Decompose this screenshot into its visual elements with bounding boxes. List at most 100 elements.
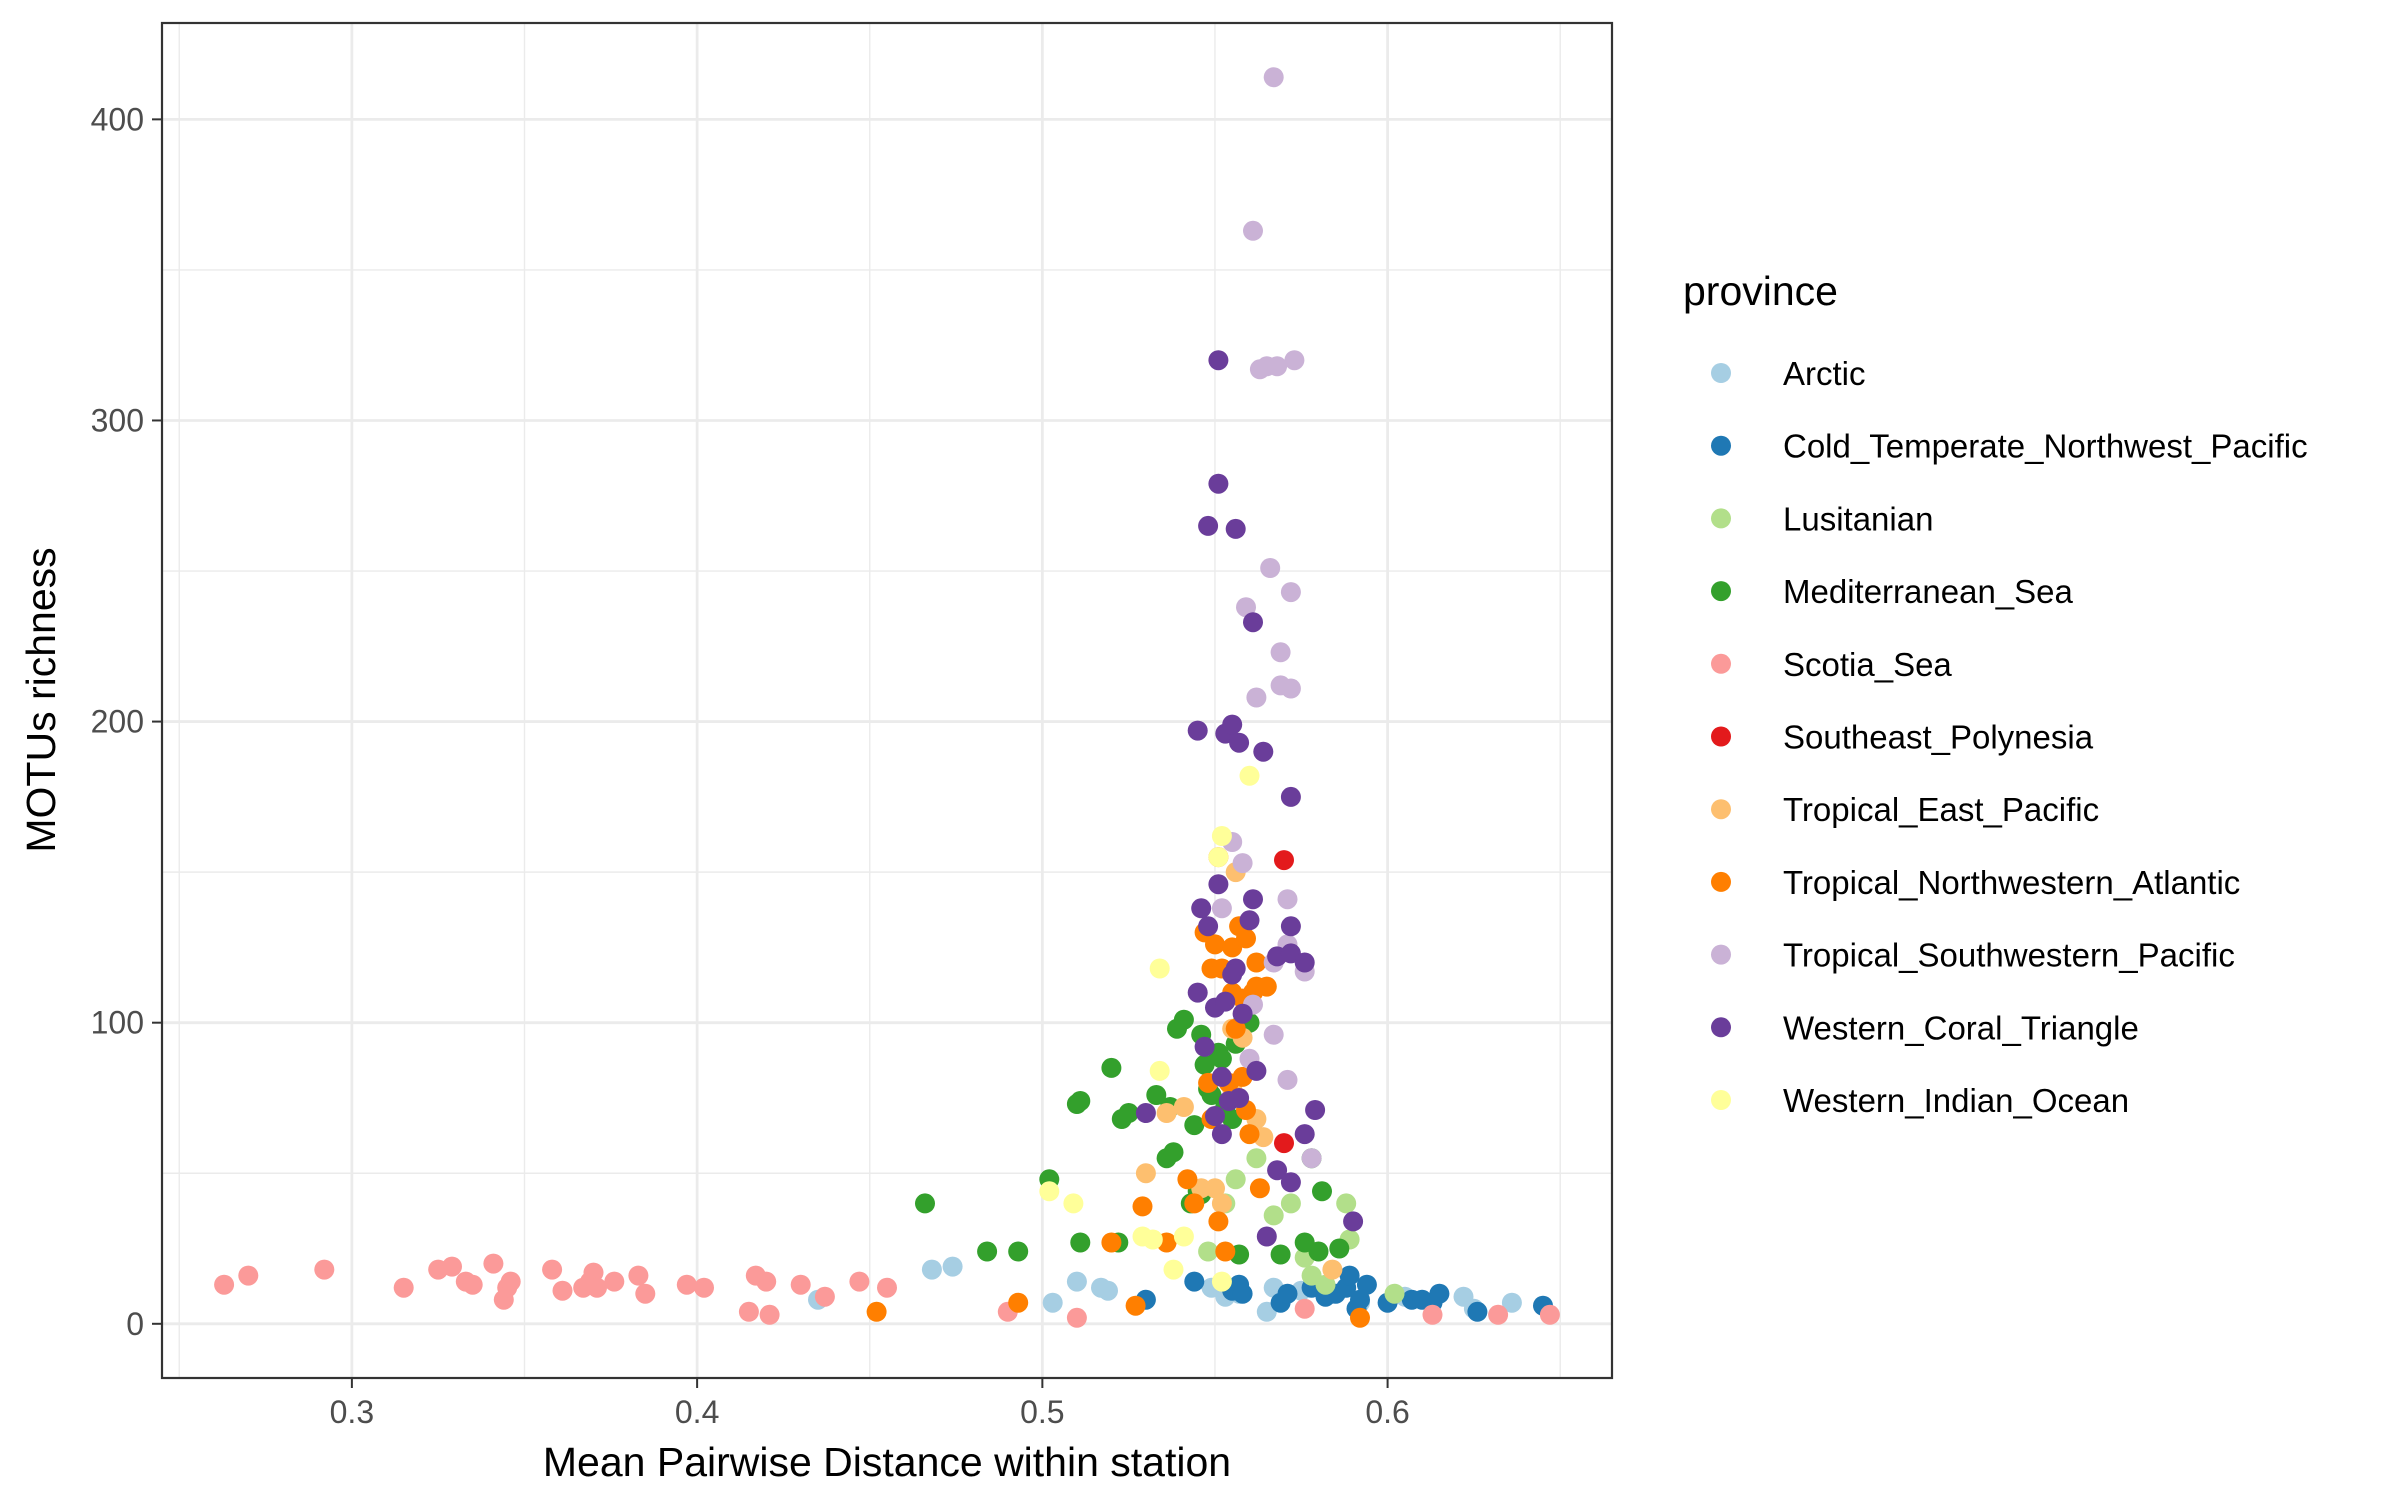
legend-label: Southeast_Polynesia bbox=[1783, 719, 2094, 756]
data-point bbox=[738, 1301, 759, 1322]
legend-key bbox=[1711, 508, 1731, 529]
data-point bbox=[676, 1274, 697, 1295]
data-point bbox=[1177, 1169, 1198, 1190]
data-point bbox=[1232, 1003, 1253, 1024]
data-point bbox=[1229, 1088, 1250, 1108]
data-point bbox=[583, 1262, 604, 1283]
data-point bbox=[1422, 1304, 1443, 1325]
data-point bbox=[604, 1271, 625, 1292]
data-point bbox=[1205, 934, 1225, 955]
data-point bbox=[1267, 356, 1288, 377]
data-point bbox=[1101, 1057, 1122, 1078]
data-point bbox=[1305, 1100, 1326, 1120]
data-point bbox=[1239, 1124, 1260, 1145]
legend-label: Western_Coral_Triangle bbox=[1783, 1009, 2139, 1046]
data-point bbox=[587, 1277, 607, 1298]
data-point bbox=[1280, 582, 1301, 603]
data-point bbox=[462, 1274, 483, 1295]
data-point bbox=[1118, 1103, 1139, 1123]
data-point bbox=[1211, 826, 1232, 846]
data-point bbox=[1294, 1124, 1315, 1145]
legend-label: Western_Indian_Ocean bbox=[1783, 1082, 2129, 1119]
data-point bbox=[1253, 741, 1274, 762]
data-point bbox=[442, 1256, 462, 1277]
data-point bbox=[1239, 910, 1260, 931]
legend-key bbox=[1711, 1017, 1731, 1038]
data-point bbox=[1467, 1301, 1488, 1322]
data-point bbox=[1184, 1193, 1205, 1214]
data-point bbox=[877, 1277, 897, 1298]
data-point bbox=[1270, 642, 1291, 663]
data-point bbox=[1208, 350, 1229, 371]
data-point bbox=[1198, 916, 1219, 937]
data-point bbox=[1156, 1103, 1177, 1123]
data-point bbox=[314, 1259, 335, 1280]
data-point bbox=[1260, 558, 1281, 578]
legend-key bbox=[1711, 363, 1731, 383]
data-point bbox=[915, 1193, 935, 1214]
data-point bbox=[1184, 1115, 1205, 1136]
data-point bbox=[1173, 1097, 1194, 1117]
legend-label: Tropical_East_Pacific bbox=[1783, 791, 2099, 828]
data-point bbox=[1329, 1238, 1350, 1259]
data-point bbox=[849, 1271, 870, 1292]
data-point bbox=[1274, 1133, 1294, 1154]
legend-key bbox=[1711, 726, 1731, 747]
data-point bbox=[1070, 1232, 1091, 1253]
data-point bbox=[1187, 982, 1208, 1003]
legend: province Arctic Cold_Temperate_Northwest_… bbox=[1683, 268, 2308, 1119]
data-point bbox=[1194, 1036, 1215, 1057]
data-point bbox=[635, 1283, 656, 1304]
major-gridlines bbox=[162, 23, 1612, 1378]
data-point bbox=[1225, 518, 1246, 539]
data-point bbox=[1270, 1244, 1291, 1265]
data-point bbox=[1149, 958, 1170, 979]
data-point bbox=[628, 1265, 649, 1286]
data-point bbox=[977, 1241, 998, 1262]
data-point bbox=[1063, 1193, 1084, 1214]
legend-label: Mediterranean_Sea bbox=[1783, 573, 2074, 610]
data-point bbox=[694, 1277, 714, 1298]
data-point bbox=[1135, 1103, 1156, 1123]
data-point bbox=[214, 1274, 235, 1295]
legend-label: Scotia_Sea bbox=[1783, 646, 1952, 683]
data-point bbox=[942, 1256, 963, 1277]
data-point bbox=[1208, 473, 1229, 494]
data-point bbox=[759, 1304, 780, 1325]
data-point bbox=[1125, 1295, 1146, 1316]
data-point bbox=[1211, 1124, 1232, 1145]
data-point bbox=[1246, 1148, 1267, 1169]
data-point bbox=[1066, 1307, 1087, 1328]
data-point bbox=[1243, 889, 1263, 910]
data-point bbox=[1236, 928, 1256, 949]
data-point bbox=[1142, 1229, 1163, 1250]
data-point bbox=[1322, 1259, 1343, 1280]
data-point bbox=[1211, 1048, 1232, 1069]
data-point bbox=[238, 1265, 259, 1286]
data-point bbox=[1274, 850, 1294, 871]
data-point bbox=[1263, 67, 1284, 88]
data-point bbox=[1205, 1178, 1225, 1199]
x-tick-label: 0.5 bbox=[1020, 1394, 1064, 1430]
data-point bbox=[1232, 853, 1253, 874]
legend-label: Tropical_Northwestern_Atlantic bbox=[1783, 864, 2240, 901]
data-point bbox=[1263, 1205, 1284, 1226]
x-axis-title: Mean Pairwise Distance within station bbox=[543, 1439, 1231, 1485]
data-point bbox=[1301, 1148, 1322, 1169]
data-point bbox=[1198, 1241, 1219, 1262]
data-point bbox=[1280, 1193, 1301, 1214]
data-point bbox=[1280, 1172, 1301, 1193]
panel-border bbox=[160, 21, 1614, 1380]
data-point bbox=[1211, 1271, 1232, 1292]
data-point bbox=[1339, 1265, 1360, 1286]
data-point bbox=[1194, 1054, 1215, 1075]
y-tick-label: 300 bbox=[91, 402, 144, 438]
x-axis: 0.3 0.4 0.5 0.6 bbox=[330, 1378, 1410, 1430]
data-point bbox=[1501, 1292, 1522, 1313]
data-point bbox=[790, 1274, 811, 1295]
data-point bbox=[1284, 350, 1305, 371]
legend-key bbox=[1711, 944, 1731, 965]
legend-title: province bbox=[1683, 268, 1838, 314]
